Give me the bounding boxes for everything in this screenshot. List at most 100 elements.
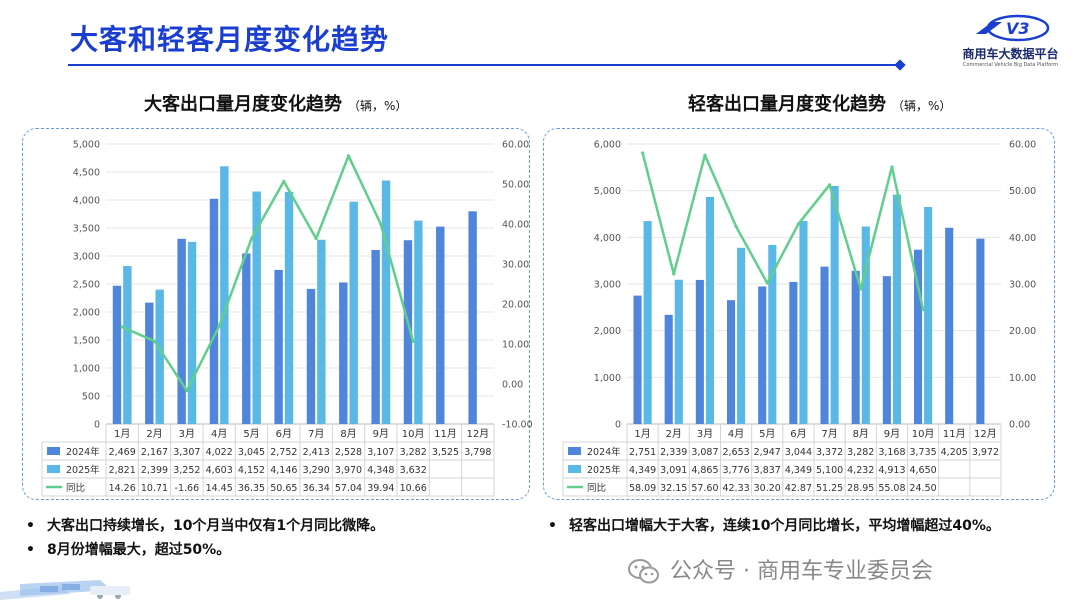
bar-2024 [242,253,251,424]
x-tick-label: 5月 [243,428,259,440]
x-tick-label: 5月 [759,428,775,440]
data-label: 39.94 [367,483,394,494]
data-label: 2,752 [270,447,297,458]
data-label: 24.50 [909,483,936,494]
x-tick-label: 1月 [634,428,650,440]
data-label: 14.26 [109,483,136,494]
data-label: 36.35 [238,483,265,494]
left-chart-heading: 大客出口量月度变化趋势 （辆，%） [144,90,407,116]
yoy-point [314,237,318,241]
data-label: 3,972 [972,447,999,458]
data-label: 2,653 [722,447,749,458]
right-chart-panel [543,128,1055,500]
bar-2024 [913,249,923,424]
y-right-tick-label: 50.00 [1009,186,1036,197]
x-tick-label: 10月 [912,428,935,440]
data-label: 3,045 [238,447,265,458]
right-chart-heading: 轻客出口量月度变化趋势 （辆，%） [688,90,951,116]
data-label: 4,603 [206,465,233,476]
data-label: 3,091 [660,465,687,476]
x-tick-label: 8月 [340,428,356,440]
data-label: 2,528 [335,447,362,458]
bar-2024 [976,238,985,424]
legend-label: 2025年 [587,464,621,476]
data-label: 3,372 [816,447,843,458]
x-tick-label: 9月 [373,428,389,440]
bar-2024 [726,300,736,424]
bar-2024 [436,226,445,424]
bar-2024 [306,288,316,424]
bar-2024 [274,269,283,424]
legend-label: 2025年 [66,464,100,476]
bar-2024 [403,240,413,424]
bar-2025 [317,239,326,424]
y-left-tick-label: 3,000 [594,280,621,291]
data-label: 2,469 [109,447,136,458]
yoy-point [796,222,801,226]
bar-2025 [830,186,839,424]
x-tick-label: 3月 [697,428,713,440]
data-label: 3,776 [722,465,749,476]
light-bus-export-chart: 0 1,000 2,000 3,000 4,000 5,000 6,000 0.00 10.00… [562,140,1036,497]
data-label: 2,339 [660,447,687,458]
x-tick-label: 2月 [666,428,682,440]
y-left-tick-label: 4,000 [594,233,621,244]
wechat-icon [628,559,659,584]
yoy-point [640,151,645,155]
data-label: 3,837 [754,465,781,476]
bar-2024 [177,238,186,424]
right-chart-unit: （辆，%） [892,99,952,113]
data-label: 4,349 [629,465,656,476]
bar-2025 [861,226,870,424]
yoy-point [734,224,738,229]
data-label: 10.66 [400,483,427,494]
yoy-point [282,179,286,183]
yoy-point [890,165,894,169]
yoy-growth-line [121,154,415,392]
bar-2025 [737,247,746,424]
data-label: 4,146 [270,465,297,476]
x-tick-label: 11月 [434,428,457,440]
y-right-tick-label: 60.00 [1009,140,1036,151]
data-label: 28.95 [847,483,874,494]
y-left-tick-label: 1,500 [73,336,100,347]
bar-2024 [468,211,477,424]
bar-2025 [705,196,715,424]
y-right-tick-label: 40.00 [1009,233,1036,244]
page-title: 大客和轻客月度变化趋势 [70,23,390,56]
data-label: 32.15 [660,483,687,494]
x-tick-label: 10月 [402,428,425,440]
data-label: 3,252 [173,465,200,476]
x-tick-label: 9月 [884,428,900,440]
yoy-point [217,324,221,328]
data-label: 55.08 [878,483,905,494]
x-tick-label: 4月 [728,428,744,440]
bar-2025 [892,194,902,424]
y-right-tick-label: 10.00 [1009,373,1036,384]
logo-text: 商用车大数据平台 [962,47,1059,61]
yoy-point [827,183,832,187]
y-left-tick-label: 0 [94,420,100,431]
x-tick-label: 2月 [146,428,162,440]
y-left-tick-label: 2,500 [73,280,100,291]
left-chart-heading-text: 大客出口量月度变化趋势 [144,94,342,115]
data-label: 2,167 [141,447,168,458]
bar-2024 [851,270,860,424]
bar-2024 [664,314,673,424]
data-label: 42.87 [785,483,812,494]
y-right-tick-label: 0.00 [1009,420,1030,431]
bar-2025 [349,201,358,424]
bar-2024 [758,286,767,424]
data-label: 5,100 [816,465,843,476]
bar-2024 [371,250,380,424]
bar-2025 [187,241,197,424]
yoy-point [765,281,769,285]
left-bullet-2: 8月份增幅最大，超过50%。 [26,539,230,559]
yoy-point [921,308,925,312]
data-label: 30.20 [754,483,781,494]
y-right-tick-label: 30.00 [1009,280,1036,291]
data-label: -1.66 [175,483,200,494]
left-chart-panel [22,128,530,500]
bar-2025 [252,191,261,424]
bar-2024 [112,285,122,424]
